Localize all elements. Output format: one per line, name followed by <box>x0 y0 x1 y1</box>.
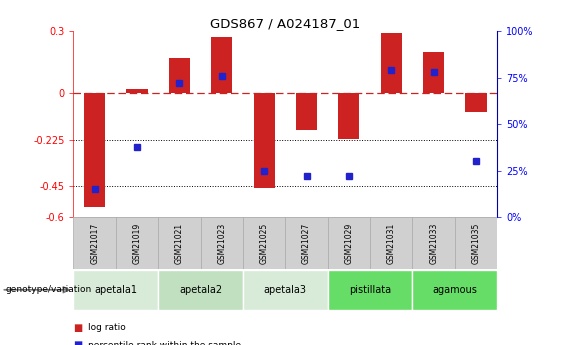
Bar <box>243 270 328 310</box>
Bar <box>296 93 317 130</box>
Text: apetala3: apetala3 <box>264 285 307 295</box>
Text: GSM21033: GSM21033 <box>429 223 438 264</box>
Bar <box>158 270 243 310</box>
Text: GSM21027: GSM21027 <box>302 223 311 264</box>
Bar <box>412 217 455 269</box>
Text: percentile rank within the sample: percentile rank within the sample <box>88 341 241 345</box>
Bar <box>116 217 158 269</box>
Text: ■: ■ <box>73 323 82 333</box>
Text: apetala2: apetala2 <box>179 285 222 295</box>
Bar <box>370 217 412 269</box>
Text: GSM21035: GSM21035 <box>472 223 480 264</box>
Text: GSM21031: GSM21031 <box>387 223 396 264</box>
Bar <box>328 270 412 310</box>
Text: GSM21019: GSM21019 <box>133 223 141 264</box>
Text: log ratio: log ratio <box>88 323 125 332</box>
Text: genotype/variation: genotype/variation <box>6 285 92 294</box>
Bar <box>423 52 444 93</box>
Bar <box>127 89 147 93</box>
Text: pistillata: pistillata <box>349 285 391 295</box>
Bar <box>412 270 497 310</box>
Bar <box>169 58 190 93</box>
Text: GSM21025: GSM21025 <box>260 223 268 264</box>
Bar <box>455 217 497 269</box>
Bar <box>254 93 275 188</box>
Bar <box>285 217 328 269</box>
Text: apetala1: apetala1 <box>94 285 137 295</box>
Text: ■: ■ <box>73 340 82 345</box>
Bar <box>84 93 105 207</box>
Bar <box>201 217 243 269</box>
Bar <box>211 37 232 93</box>
Bar <box>243 217 285 269</box>
Title: GDS867 / A024187_01: GDS867 / A024187_01 <box>210 17 360 30</box>
Bar <box>338 93 359 139</box>
Text: GSM21023: GSM21023 <box>218 223 226 264</box>
Text: GSM21029: GSM21029 <box>345 223 353 264</box>
Bar <box>328 217 370 269</box>
Text: agamous: agamous <box>432 285 477 295</box>
Text: GSM21017: GSM21017 <box>90 223 99 264</box>
Bar <box>73 270 158 310</box>
Bar <box>381 33 402 93</box>
Bar <box>466 93 486 112</box>
Bar <box>158 217 201 269</box>
Bar <box>73 217 116 269</box>
Text: GSM21021: GSM21021 <box>175 223 184 264</box>
